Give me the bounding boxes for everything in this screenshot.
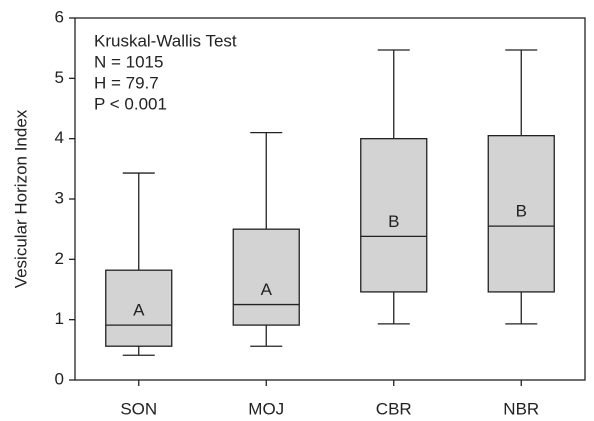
y-axis-label: Vesicular Horizon Index — [11, 109, 30, 288]
x-tick-label: NBR — [503, 399, 539, 418]
y-tick-label: 2 — [55, 249, 64, 268]
x-tick-label: CBR — [376, 399, 412, 418]
box — [487, 134, 555, 293]
annotation: H = 79.7 — [94, 73, 159, 92]
annotation: N = 1015 — [94, 52, 163, 71]
annotation: P < 0.001 — [94, 94, 167, 113]
annotation: Kruskal-Wallis Test — [94, 31, 237, 50]
y-tick-label: 3 — [55, 188, 64, 207]
group-label: A — [133, 301, 145, 320]
x-tick-label: MOJ — [248, 399, 284, 418]
box — [360, 138, 428, 293]
group-label: A — [261, 280, 273, 299]
y-tick-label: 6 — [55, 7, 64, 26]
y-tick-label: 0 — [55, 369, 64, 388]
group-label: B — [516, 202, 527, 221]
box — [105, 269, 173, 347]
box — [232, 228, 300, 326]
group-label: B — [388, 212, 399, 231]
x-tick-label: SON — [120, 399, 157, 418]
y-tick-label: 1 — [55, 309, 64, 328]
y-tick-label: 4 — [55, 128, 64, 147]
y-tick-label: 5 — [55, 68, 64, 87]
